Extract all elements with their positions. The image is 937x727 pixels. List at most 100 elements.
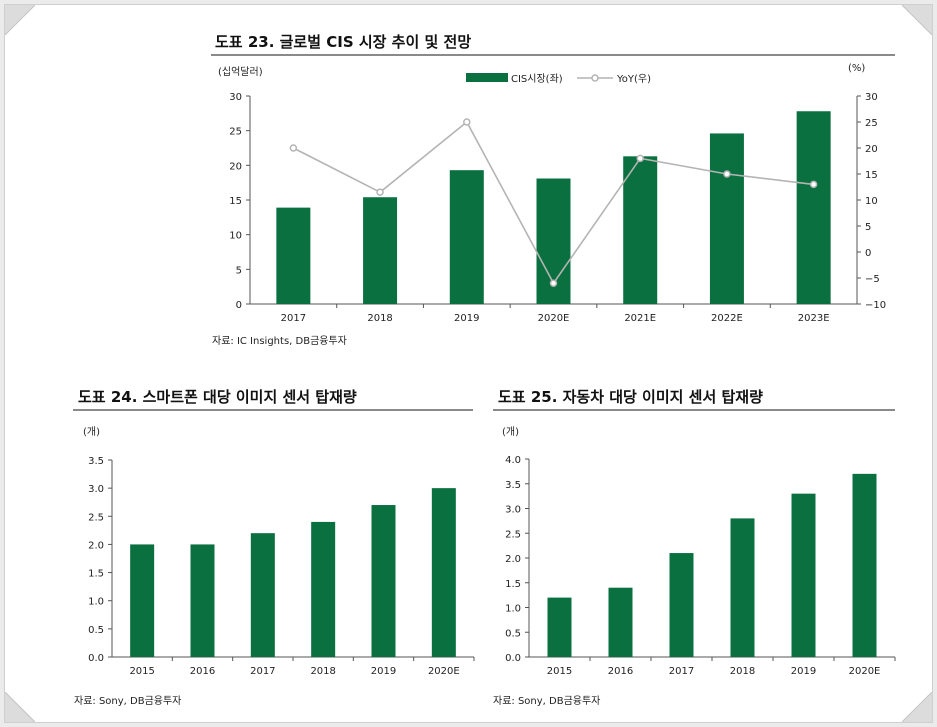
chart23-left-tick-label: 5 [236,265,242,276]
chart25-y-tick-label: 2.5 [505,529,521,540]
chart24-unit: (개) [83,427,101,438]
chart23-right-tick-label: 20 [865,144,878,155]
chart23-x-tick-label: 2019 [454,313,479,324]
chart23-right-tick-label: 5 [865,222,871,233]
chart23-yoy-point [289,144,298,152]
chart24-x-tick-label: 2017 [250,666,275,677]
chart24-x-tick-label: 2019 [371,666,396,677]
chart24-title: 도표 24. 스마트폰 대당 이미지 센서 탑재량 [78,388,357,406]
chart25-bar [547,597,572,657]
chart23-bar [276,207,311,304]
chart23-x-tick-label: 2021E [624,313,656,324]
chart24-x-tick-label: 2016 [190,666,215,677]
chart23-legend-bar-swatch [466,73,508,82]
chart23-legend-line-marker [591,74,599,82]
chart23-left-tick-label: 10 [229,231,242,242]
chart25-y-tick-label: 3.0 [505,505,521,516]
chart25-x-tick-label: 2018 [730,666,755,677]
chart23-right-tick-label: 0 [865,248,871,259]
chart23-left-tick-label: 25 [229,127,242,138]
chart25-bar [669,553,694,657]
chart23-yoy-point [809,180,818,189]
corner-decoration-top-right [902,5,932,35]
chart25-y-tick-label: 2.0 [505,554,521,565]
chart24-plot: 0.0 0.5 1.0 1.5 2.0 2.5 3.0 3.5 2015 2016 2017 2018… [88,456,475,677]
chart24-y-tick-label: 2.5 [88,512,104,523]
chart23-yoy-point [463,118,471,126]
chart23-yoy-point [376,188,384,196]
chart23-right-tick-label: −10 [865,300,886,311]
chart23-plot: 0 5 10 15 20 25 30 −10 −5 0 5 10 15 20 25 30 2017 2018 201… [229,73,886,324]
chart24-bar [371,505,396,657]
chart25-unit: (개) [502,427,520,438]
chart24-x-tick-label: 2015 [129,666,154,677]
chart24-source: 자료: Sony, DB금융투자 [74,696,182,707]
chart23-bar [709,133,744,304]
chart23-source: 자료: IC Insights, DB금융투자 [212,336,347,347]
chart23-x-tick-label: 2022E [711,313,743,324]
chart24-y-tick-label: 3.5 [88,456,104,467]
chart25-bar [852,473,877,657]
chart23-bar [363,197,398,304]
chart25-y-tick-label: 0.5 [505,628,521,639]
chart24-bar [250,533,275,657]
chart24-y-tick-label: 0.5 [88,625,104,636]
chart23-right-tick-label: 25 [865,118,878,129]
chart25-x-tick-label: 2016 [608,666,633,677]
chart25-x-tick-label: 2017 [669,666,694,677]
chart23-left-tick-label: 0 [236,300,242,311]
chart25-x-tick-label: 2019 [791,666,816,677]
chart23-right-tick-label: −5 [865,274,880,285]
chart23-x-tick-label: 2023E [798,313,830,324]
corner-decoration-bottom-left [5,692,35,722]
chart23-left-tick-label: 30 [229,92,242,103]
chart24-y-tick-label: 0.0 [88,653,104,664]
chart23-right-tick-label: 10 [865,196,878,207]
report-page: 도표 23. 글로벌 CIS 시장 추이 및 전망 (십억달러) (%) 0 5 1… [4,4,933,723]
chart23-right-unit: (%) [848,63,866,74]
chart25-y-tick-label: 3.5 [505,480,521,491]
chart25-plot: 0.0 0.5 1.0 1.5 2.0 2.5 3.0 3.5 4.0 2015 2016 2017 2… [505,455,896,677]
chart25-x-tick-label: 2020E [849,666,881,677]
chart25-title-rule [493,409,895,411]
chart23-right-tick-label: 30 [865,92,878,103]
chart23-title-rule [211,54,895,56]
chart23-left-tick-label: 15 [229,196,242,207]
chart24-bar [311,521,336,657]
chart24-title-rule [73,409,473,411]
chart23-left-unit: (십억달러) [218,67,263,78]
corner-decoration-top-left [5,5,35,35]
chart24-bar [130,544,155,657]
chart23-right-tick-label: 15 [865,170,878,181]
chart23-bar [449,170,484,304]
chart25-y-tick-label: 0.0 [505,653,521,664]
chart23-yoy-point [723,170,731,178]
chart23-x-tick-label: 2020E [538,313,570,324]
chart24-y-tick-label: 1.0 [88,597,104,608]
chart23-x-tick-label: 2017 [281,313,306,324]
chart23-bar [796,111,831,305]
chart25-source: 자료: Sony, DB금융투자 [493,696,601,707]
chart25-x-tick-label: 2015 [547,666,572,677]
chart23-x-tick-label: 2018 [367,313,392,324]
chart25-bar [730,518,755,657]
corner-decoration-bottom-right [902,692,932,722]
chart23-bar [623,156,658,304]
chart25-y-tick-label: 1.5 [505,579,521,590]
chart24-bar [190,544,215,657]
chart25-y-tick-label: 4.0 [505,455,521,466]
chart25-bar [608,587,633,657]
chart23-title: 도표 23. 글로벌 CIS 시장 추이 및 전망 [215,33,472,51]
chart23-left-tick-label: 20 [229,161,242,172]
chart25-y-tick-label: 1.0 [505,604,521,615]
chart24-x-tick-label: 2018 [310,666,335,677]
chart23-yoy-point [549,279,558,287]
chart24-y-tick-label: 1.5 [88,569,104,580]
chart24-bar [431,488,456,657]
chart25-bar [791,493,816,657]
chart23-yoy-point [636,154,644,163]
chart24-y-tick-label: 3.0 [88,484,104,495]
chart23-legend-bar-label: CIS시장(좌) [511,73,563,85]
chart23-legend-line-label: YoY(우) [616,73,651,85]
chart24-x-tick-label: 2020E [428,666,460,677]
